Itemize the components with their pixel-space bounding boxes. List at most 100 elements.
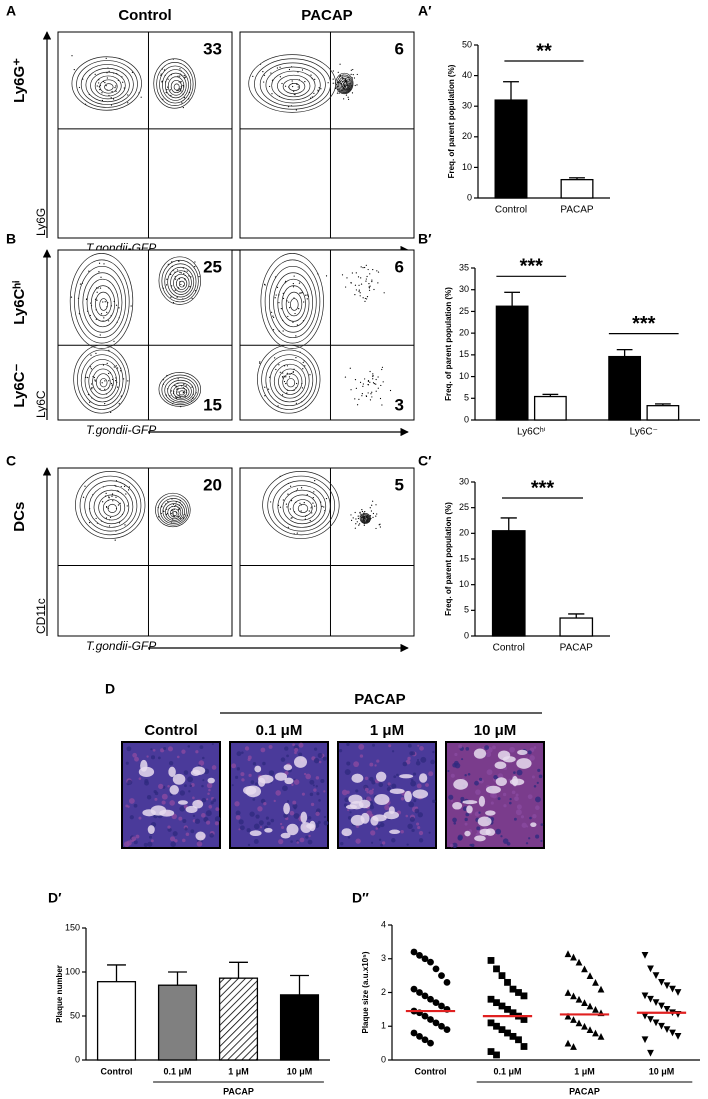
point bbox=[592, 1029, 599, 1037]
point bbox=[597, 985, 605, 993]
event-dot bbox=[280, 308, 282, 310]
x-tick-label: Ly6Cʰⁱ bbox=[517, 427, 546, 438]
event-dot bbox=[270, 72, 272, 74]
point bbox=[416, 989, 423, 996]
event-dot bbox=[183, 273, 185, 275]
event-dot bbox=[281, 394, 284, 396]
event-dot bbox=[323, 506, 325, 508]
y-tick-label: 2 bbox=[381, 987, 386, 997]
event-dot bbox=[369, 285, 371, 287]
plaque bbox=[478, 795, 486, 807]
event-dot bbox=[180, 81, 182, 83]
stain-speck bbox=[138, 816, 142, 820]
stain-speck bbox=[370, 841, 374, 844]
event-dot bbox=[172, 509, 174, 511]
y-axis-label: Ly6C bbox=[34, 390, 48, 418]
contour bbox=[262, 471, 340, 539]
event-dot bbox=[116, 367, 119, 369]
stain-speck bbox=[205, 820, 211, 825]
stain-speck bbox=[376, 759, 380, 763]
event-dot bbox=[89, 314, 91, 317]
stain-speck bbox=[464, 817, 468, 822]
contour bbox=[155, 492, 191, 528]
event-dot bbox=[116, 386, 119, 388]
event-dot bbox=[301, 69, 304, 71]
event-dot bbox=[358, 524, 360, 526]
event-dot bbox=[311, 512, 313, 514]
contour bbox=[95, 291, 112, 317]
stain-speck bbox=[538, 774, 543, 779]
contour bbox=[82, 272, 123, 333]
point bbox=[498, 1002, 506, 1010]
event-dot bbox=[354, 284, 357, 286]
event-dot bbox=[359, 295, 361, 297]
stain-speck bbox=[353, 761, 360, 768]
event-dot bbox=[183, 97, 186, 99]
quadrant-percent: 20 bbox=[203, 475, 222, 494]
plaque bbox=[474, 835, 486, 842]
event-dot bbox=[287, 526, 289, 528]
event-dot bbox=[314, 480, 316, 482]
stain-speck bbox=[458, 744, 463, 749]
stain-speck bbox=[308, 834, 311, 838]
panel-letter: D″ bbox=[352, 890, 369, 906]
point bbox=[421, 1012, 429, 1020]
contour bbox=[259, 62, 326, 107]
event-dot bbox=[309, 520, 311, 522]
contour bbox=[343, 83, 349, 90]
stain-speck bbox=[388, 744, 392, 748]
point bbox=[663, 982, 671, 990]
plaque bbox=[383, 811, 400, 820]
y-tick-label: 30 bbox=[459, 284, 469, 294]
event-dot bbox=[345, 286, 347, 288]
stain-speck bbox=[134, 756, 139, 762]
event-dot bbox=[167, 78, 169, 80]
point bbox=[421, 992, 429, 1000]
event-dot bbox=[351, 272, 353, 274]
stain-speck bbox=[293, 813, 300, 819]
event-dot bbox=[110, 411, 112, 413]
stain-speck bbox=[486, 769, 493, 776]
stain-speck bbox=[514, 796, 519, 802]
stain-speck bbox=[126, 840, 132, 846]
event-dot bbox=[367, 392, 369, 394]
event-dot bbox=[349, 367, 351, 369]
event-dot bbox=[379, 526, 381, 528]
stain-speck bbox=[268, 744, 273, 749]
plaque bbox=[372, 814, 387, 822]
plaque bbox=[147, 825, 155, 835]
stain-speck bbox=[163, 747, 167, 751]
event-dot bbox=[178, 394, 180, 396]
contour bbox=[271, 70, 316, 101]
event-dot bbox=[354, 379, 357, 381]
stain-speck bbox=[525, 842, 529, 845]
stain-speck bbox=[379, 822, 385, 828]
event-dot bbox=[278, 364, 280, 366]
event-dot bbox=[358, 398, 360, 400]
event-dot bbox=[111, 90, 113, 93]
stain-speck bbox=[167, 825, 171, 829]
panel-letter: C bbox=[6, 453, 16, 469]
stain-speck bbox=[493, 775, 498, 780]
event-dot bbox=[350, 73, 352, 75]
stain-speck bbox=[238, 819, 244, 825]
event-dot bbox=[262, 71, 264, 73]
event-dot bbox=[292, 85, 294, 88]
stain-speck bbox=[266, 821, 271, 826]
event-dot bbox=[361, 509, 363, 511]
stain-speck bbox=[366, 790, 369, 794]
event-dot bbox=[94, 379, 96, 381]
event-dot bbox=[299, 292, 301, 294]
x-tick-label: 1 μM bbox=[228, 1066, 249, 1076]
event-dot bbox=[362, 383, 364, 385]
flow-plot: 25 15 bbox=[57, 249, 233, 421]
stain-speck bbox=[453, 821, 457, 825]
plaque bbox=[300, 811, 308, 824]
event-dot bbox=[115, 365, 117, 367]
event-dot bbox=[115, 85, 117, 87]
stain-speck bbox=[402, 761, 408, 767]
point bbox=[570, 1043, 577, 1050]
event-dot bbox=[177, 378, 179, 380]
contour bbox=[90, 71, 126, 100]
stain-speck bbox=[201, 797, 207, 803]
